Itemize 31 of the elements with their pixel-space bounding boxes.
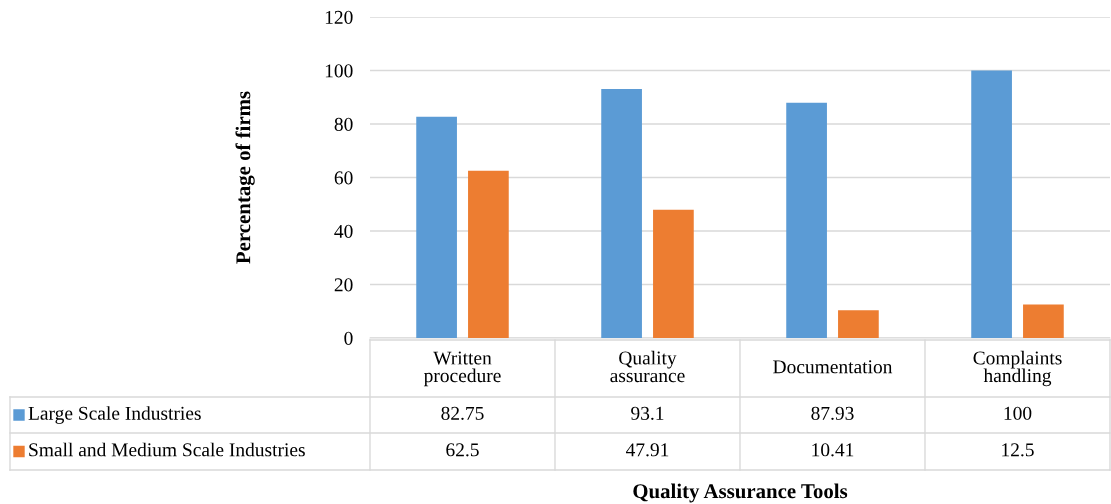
bar [468, 170, 509, 338]
y-tick-label: 40 [334, 224, 353, 238]
x-tick-label: Written procedure [423, 351, 501, 387]
x-tick-label: Quality assurance [610, 350, 685, 383]
bar [1023, 304, 1064, 338]
bar [416, 116, 457, 338]
data-label: 100 [1004, 406, 1032, 420]
data-label: 47.91 [626, 443, 669, 457]
x-tick-label: Documentation [773, 360, 893, 374]
x-axis-title: Quality Assurance Tools [633, 483, 848, 503]
y-tick-label: 100 [325, 64, 353, 78]
legend-label: Small and Medium Scale Industries [29, 442, 305, 457]
y-tick-label: 80 [334, 117, 353, 131]
data-label: 93.1 [631, 406, 664, 420]
legend-label: Large Scale Industries [28, 406, 201, 424]
y-tick-label: 120 [325, 10, 353, 24]
y-tick-label: 0 [344, 331, 353, 345]
y-tick-label: 60 [334, 171, 353, 185]
data-label: 82.75 [441, 406, 484, 420]
bar [786, 102, 827, 338]
y-tick-label: 20 [334, 278, 353, 292]
bar [653, 209, 694, 338]
bar [838, 310, 879, 338]
data-label: 62.5 [446, 443, 479, 457]
data-label: 10.41 [812, 443, 854, 457]
bar [601, 88, 642, 338]
bar [971, 70, 1012, 338]
data-label: 12.5 [1002, 443, 1034, 457]
data-label: 87.93 [811, 406, 854, 420]
x-tick-label: Complaints handling [973, 350, 1062, 387]
y-axis-title: Percentage of firms [235, 91, 255, 264]
